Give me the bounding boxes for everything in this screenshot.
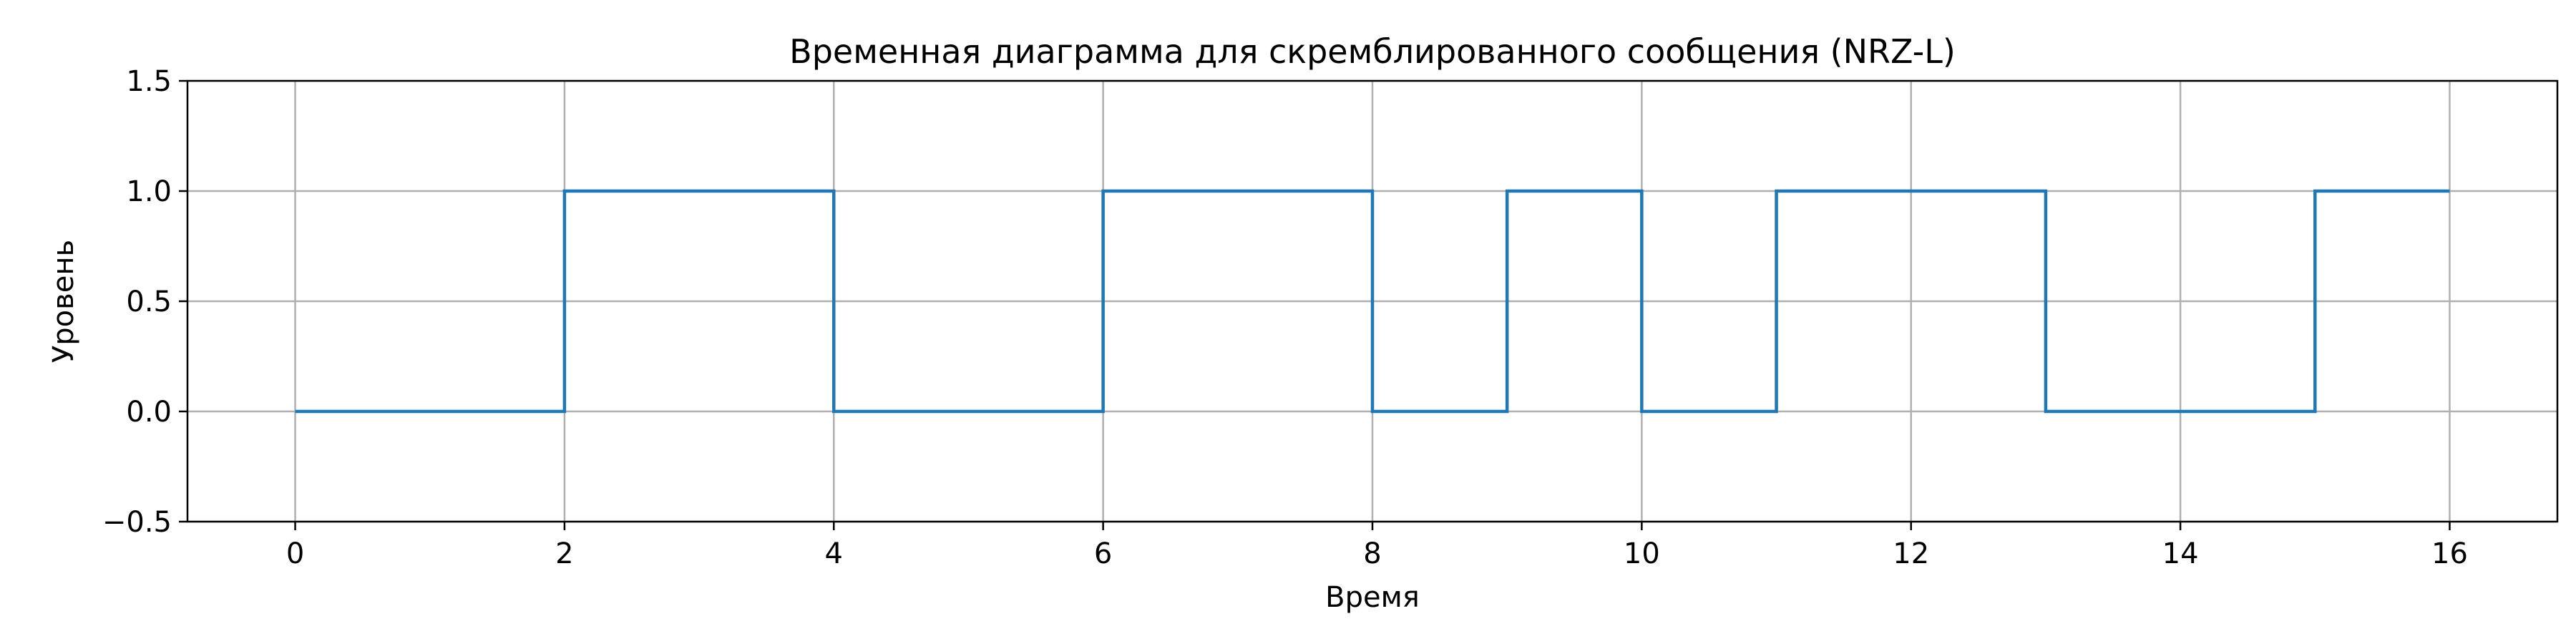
y-axis-label: Уровень xyxy=(47,240,80,363)
x-tick-label: 2 xyxy=(555,537,573,570)
y-tick-label: −0.5 xyxy=(102,506,172,539)
x-tick-label: 14 xyxy=(2162,537,2199,570)
y-tick-label: 1.5 xyxy=(126,65,172,98)
chart-title: Временная диаграмма для скремблированног… xyxy=(789,32,1956,71)
y-tick-label: 0.5 xyxy=(126,286,172,318)
x-axis-label: Время xyxy=(1325,581,1420,614)
x-tick-label: 8 xyxy=(1363,537,1381,570)
y-tick-label: 0.0 xyxy=(126,396,172,429)
x-tick-label: 4 xyxy=(825,537,843,570)
y-tick-label: 1.0 xyxy=(126,175,172,208)
x-tick-label: 16 xyxy=(2431,537,2468,570)
x-tick-label: 12 xyxy=(1893,537,1929,570)
x-axis-ticks: 0 2 4 6 8 10 12 14 16 xyxy=(286,522,2468,570)
x-tick-label: 10 xyxy=(1624,537,1660,570)
y-axis-ticks: −0.5 0.0 0.5 1.0 1.5 xyxy=(102,65,187,539)
series-layer xyxy=(295,189,2450,414)
x-tick-label: 6 xyxy=(1094,537,1112,570)
x-tick-label: 0 xyxy=(286,537,304,570)
signal-line xyxy=(295,189,2450,414)
